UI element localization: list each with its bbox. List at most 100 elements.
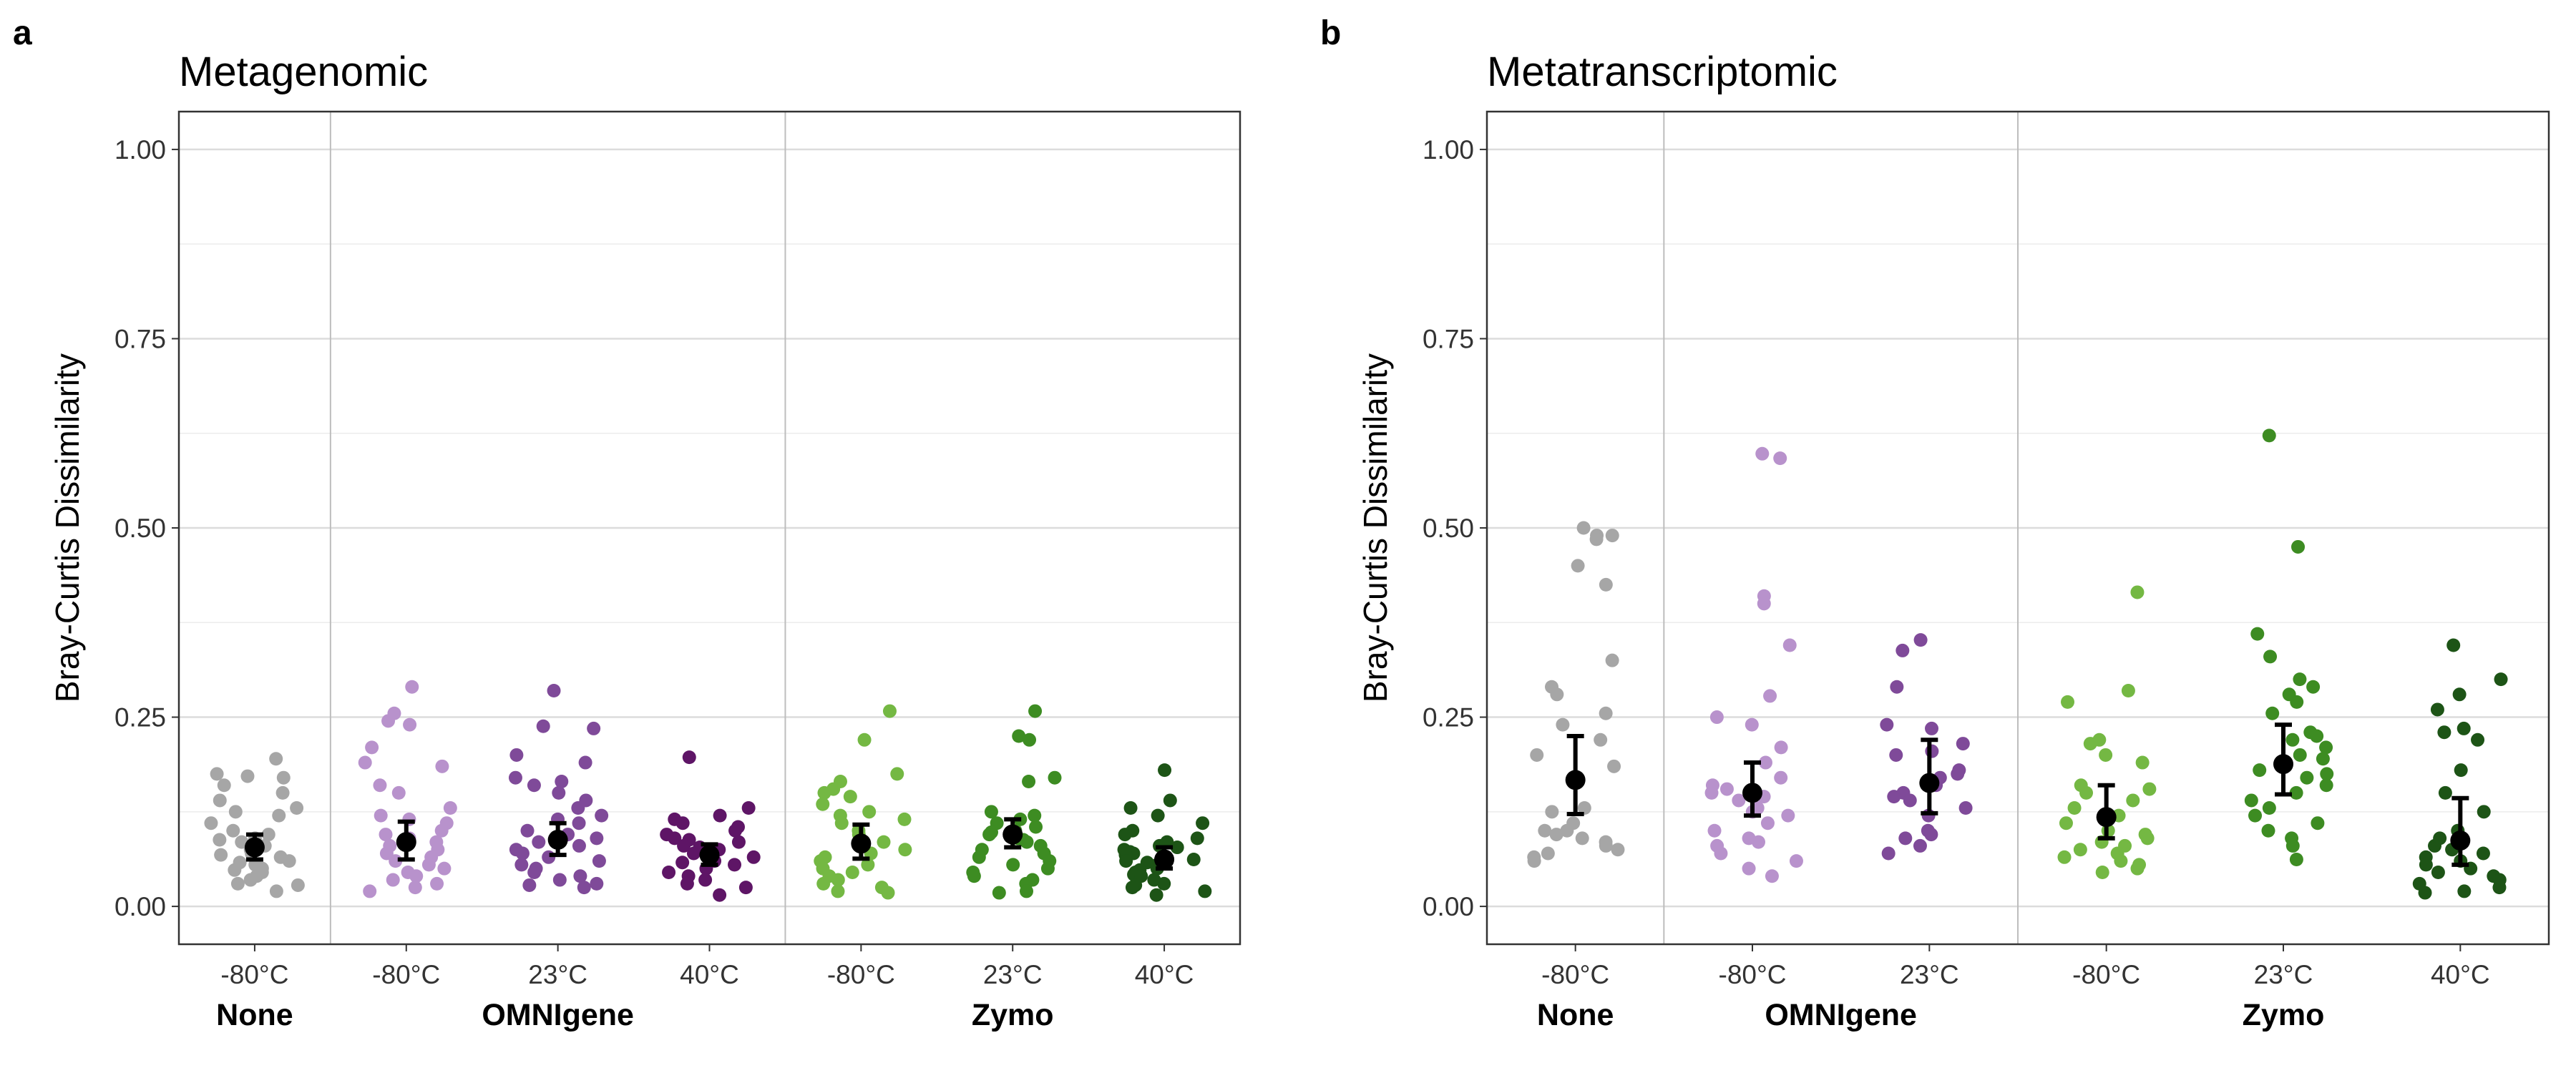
data-point	[1763, 689, 1777, 703]
data-point	[2061, 695, 2075, 709]
data-point	[1757, 597, 1771, 611]
data-point	[1742, 861, 1756, 876]
data-point	[2492, 881, 2507, 895]
data-point	[1163, 793, 1177, 808]
data-point	[2293, 672, 2307, 687]
data-point	[373, 778, 387, 793]
mean-point	[1742, 783, 1762, 803]
data-point	[834, 816, 849, 831]
data-point	[1956, 737, 1970, 751]
data-point	[1196, 816, 1210, 831]
data-point	[230, 876, 245, 891]
data-point	[1190, 831, 1204, 846]
data-point	[2310, 729, 2324, 743]
series-group	[814, 704, 912, 900]
series-group	[204, 752, 305, 898]
data-point	[1571, 559, 1585, 573]
data-point	[1887, 790, 1901, 804]
data-point	[1913, 838, 1927, 853]
y-tick-label: 0.50	[114, 514, 166, 543]
data-point	[1599, 838, 1613, 853]
y-tick-label: 0.25	[1423, 703, 1474, 733]
data-point	[291, 878, 305, 892]
panel-letter: a	[13, 14, 32, 52]
data-point	[682, 750, 696, 765]
data-point	[1170, 841, 1184, 855]
data-point	[1925, 721, 1939, 735]
data-point	[275, 785, 290, 800]
data-point	[228, 863, 242, 877]
data-point	[1157, 876, 1171, 891]
data-point	[668, 831, 682, 846]
mean-point	[547, 829, 568, 850]
data-point	[1745, 717, 1759, 732]
data-point	[1029, 820, 1043, 834]
data-point	[2430, 702, 2444, 717]
panel-title: Metatranscriptomic	[1487, 49, 1838, 95]
data-point	[276, 770, 291, 785]
data-point	[992, 886, 1006, 900]
group-label: Zymo	[2243, 998, 2325, 1032]
data-point	[1012, 729, 1026, 743]
data-point	[1549, 828, 1563, 842]
data-point	[2316, 752, 2330, 766]
data-point	[405, 680, 419, 694]
data-point	[1903, 793, 1917, 808]
y-tick-label: 0.00	[1423, 892, 1474, 921]
data-point	[228, 805, 243, 819]
data-point	[421, 858, 436, 872]
data-point	[374, 808, 388, 823]
data-point	[2244, 793, 2258, 808]
data-point	[816, 876, 831, 891]
data-point	[2262, 428, 2276, 443]
data-point	[522, 878, 537, 892]
data-point	[1125, 881, 1139, 895]
data-point	[1198, 884, 1212, 898]
data-point	[2477, 805, 2491, 819]
data-point	[2262, 801, 2276, 815]
data-point	[890, 767, 904, 781]
data-point	[1576, 521, 1591, 535]
data-point	[897, 812, 912, 826]
data-point	[713, 808, 727, 823]
data-point	[1023, 733, 1037, 747]
x-tick-label: 40°C	[1135, 960, 1194, 989]
data-point	[845, 865, 859, 879]
data-point	[536, 719, 550, 733]
mean-point	[244, 837, 265, 858]
data-point	[1545, 805, 1559, 819]
chart-panel-a: a Metagenomic 0.00 0.25 0.50 0.75 1.00 Bray-Cur…	[13, 14, 1241, 1032]
data-point	[857, 733, 872, 747]
data-point	[2454, 763, 2468, 778]
data-point	[1781, 808, 1795, 823]
data-point	[1607, 759, 1621, 773]
group-label: Zymo	[972, 998, 1054, 1032]
data-point	[1028, 808, 1042, 823]
data-point	[1925, 744, 1939, 758]
data-point	[2476, 846, 2490, 861]
data-point	[434, 823, 449, 838]
mean-point	[2096, 807, 2117, 828]
data-point	[2291, 539, 2306, 554]
x-tick-label: -80°C	[827, 960, 895, 989]
data-point	[662, 865, 676, 879]
data-point	[728, 858, 742, 872]
data-point	[1541, 846, 1555, 861]
data-point	[2428, 838, 2442, 853]
data-point	[2431, 865, 2445, 879]
x-tick-label: 40°C	[2431, 960, 2490, 989]
data-point	[578, 755, 592, 770]
data-point	[1958, 801, 1973, 815]
data-point	[282, 854, 296, 868]
data-point	[698, 873, 713, 887]
data-point	[592, 854, 606, 868]
data-point	[1605, 653, 1619, 667]
data-point	[862, 805, 877, 819]
data-point	[741, 801, 756, 815]
data-point	[1751, 835, 1765, 849]
data-point	[572, 838, 586, 853]
data-point	[240, 769, 255, 783]
group-label: None	[1537, 998, 1614, 1032]
data-point	[817, 785, 831, 800]
data-point	[2126, 793, 2140, 808]
